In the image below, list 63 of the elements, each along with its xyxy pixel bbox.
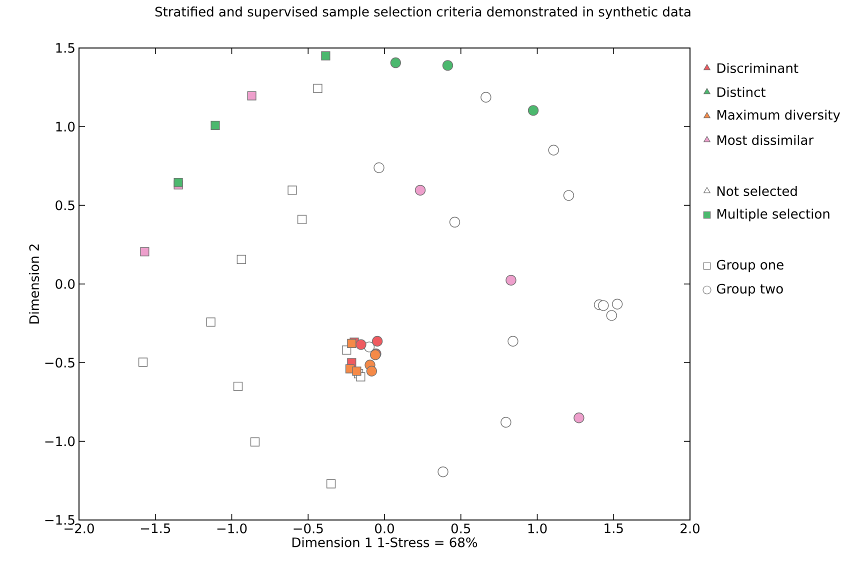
point [321,51,330,60]
point [206,318,216,327]
point [438,466,448,478]
point [140,247,150,256]
point [352,366,362,376]
point [528,105,539,116]
x-tick-label: −0.5 [294,524,323,534]
x-tick-label: 0.5 [451,524,470,534]
x-axis-title: Dimension 1 1-Stress = 68% [292,537,478,548]
y-tick-label: −0.5 [45,358,74,368]
y-tick-label: 0.0 [56,279,75,289]
point [480,92,492,103]
point [548,144,559,156]
y-tick-label: −1.5 [45,515,74,525]
point [390,57,402,68]
point [506,274,516,286]
point [449,216,460,228]
point [138,358,148,367]
legend-label: Not selected [717,186,797,196]
legend-label: Maximum diversity [717,110,840,122]
point [598,300,609,311]
point [297,214,307,224]
x-tick-label: 2.0 [680,524,700,534]
point [374,162,384,174]
point [414,184,426,196]
point [356,339,366,350]
point [442,60,454,71]
x-tick-label: −1.5 [140,524,170,534]
y-tick-label: −1.0 [45,436,75,446]
point [233,382,243,391]
legend-label: Group one [716,260,784,272]
point [313,84,322,93]
point [563,190,574,201]
point [366,366,378,376]
y-axis-title: Dimension 2 [28,244,40,324]
x-tick-label: −1.0 [217,524,247,534]
point [612,298,623,310]
point [210,120,220,130]
y-tick-label: 1.0 [56,122,75,132]
legend-label: Distinct [717,86,766,98]
point [247,91,256,100]
point [606,310,617,321]
point [288,186,297,195]
point [500,416,512,428]
point [250,437,260,446]
point [236,254,246,264]
point [174,178,183,188]
point [347,338,356,348]
point [326,479,336,488]
legend-label: Most dissimilar [717,134,814,146]
y-tick-label: 0.5 [56,200,74,210]
y-tick-label: 1.5 [56,43,74,53]
point [372,336,383,347]
legend-label: Multiple selection [717,208,830,222]
x-tick-label: 0.0 [375,524,394,534]
x-tick-label: 1.0 [528,524,547,534]
point [508,336,518,347]
legend-label: Discriminant [717,62,798,74]
legend-label: Group two [716,284,783,296]
x-tick-label: −2.0 [64,524,94,534]
point [574,412,584,424]
x-tick-label: 1.5 [604,524,623,534]
chart-title: Stratified and supervised sample selection criteria demonstrated in synthetic data [155,6,690,20]
